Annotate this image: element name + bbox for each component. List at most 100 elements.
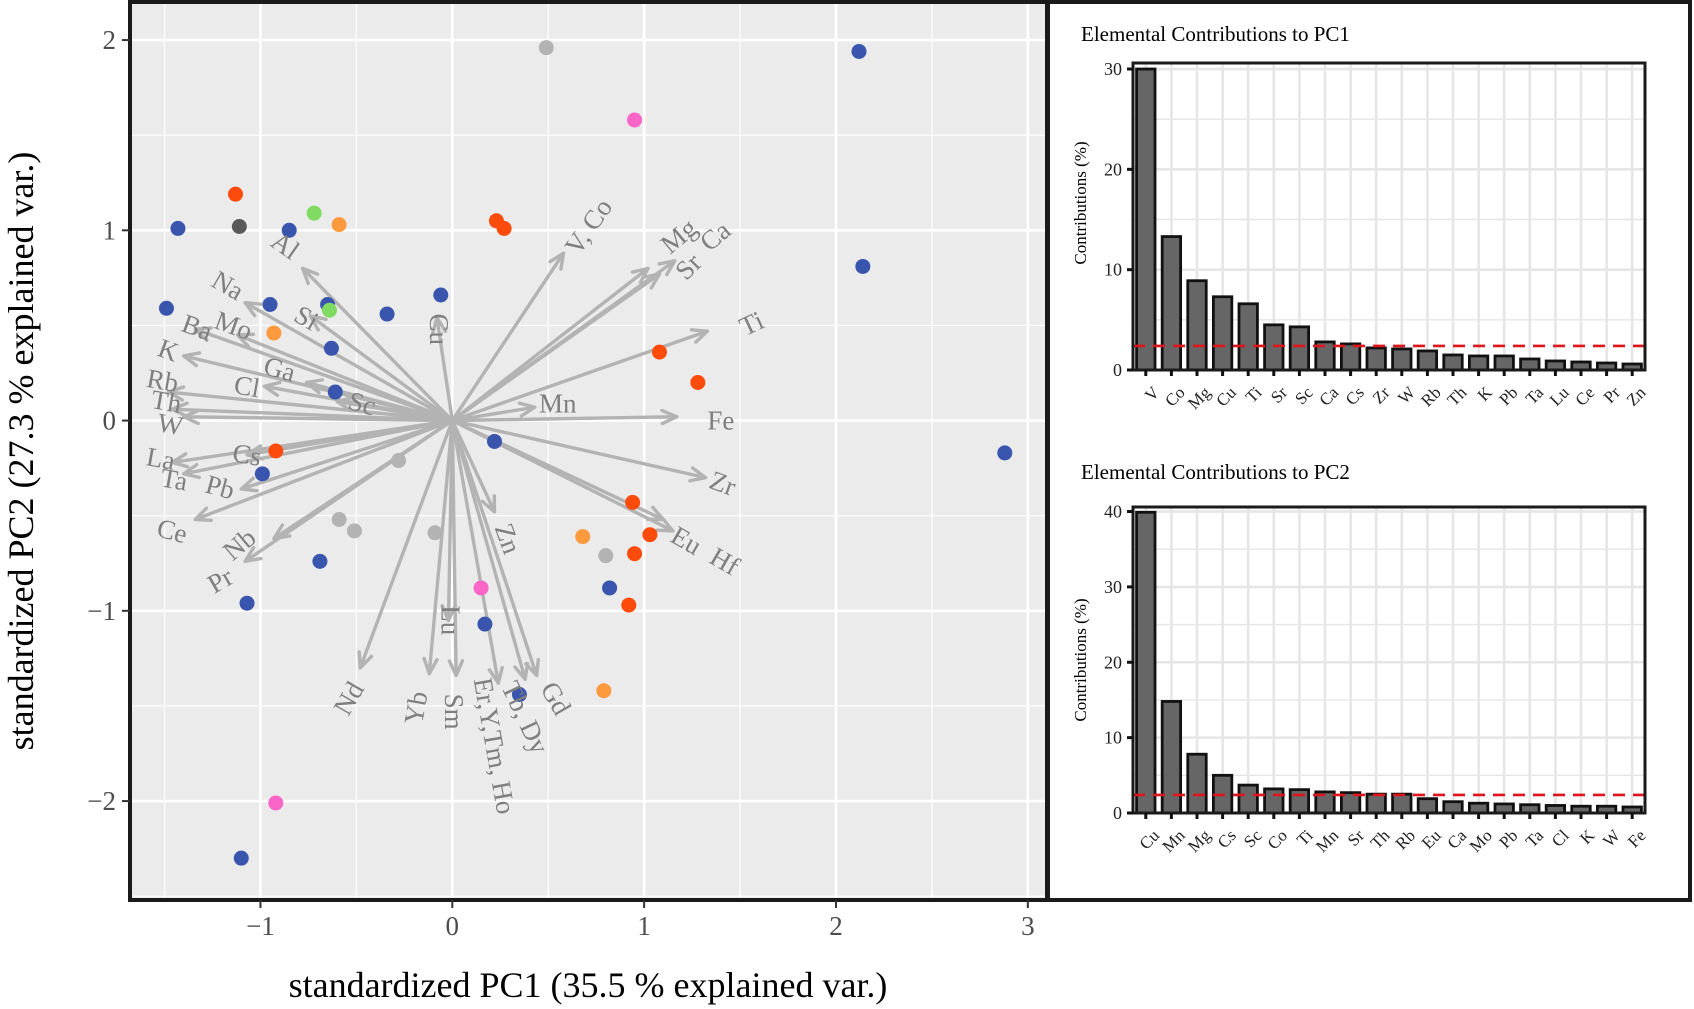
loading-arrow-al [300, 266, 454, 423]
score-point [254, 466, 270, 482]
score-point [331, 511, 347, 527]
y-tick-label: −1 [87, 596, 116, 626]
score-point [602, 580, 618, 596]
bar-ca [1442, 800, 1464, 815]
bar-ta [1519, 357, 1541, 372]
bar-rb [1391, 792, 1413, 815]
x-tick-label: 1 [637, 911, 651, 941]
score-point [855, 258, 871, 274]
loading-arrow-ba [193, 326, 454, 423]
score-point [851, 43, 867, 59]
loading-label-sm: Sm [439, 694, 469, 730]
loading-label-fe: Fe [707, 406, 734, 436]
loading-arrow-ce [193, 418, 454, 523]
score-point [486, 433, 502, 449]
score-point [312, 553, 328, 569]
loading-arrow-rb [166, 385, 454, 423]
bar-cu [1211, 295, 1234, 372]
score-point [322, 302, 338, 318]
score-point [642, 527, 658, 543]
score-point [391, 453, 407, 469]
pc1-bars [1135, 67, 1643, 372]
loading-label-ce: Ce [154, 513, 191, 550]
score-point [433, 287, 449, 303]
loading-label-ta: Ta [158, 462, 189, 496]
bar-w [1391, 347, 1413, 372]
score-point [323, 340, 339, 356]
biplot-x-axis-title: standardized PC1 (35.5 % explained var.) [289, 965, 888, 1005]
pc1-chart-title: Elemental Contributions to PC1 [1081, 22, 1350, 46]
score-point [281, 222, 297, 238]
score-point [997, 445, 1013, 461]
pc1-panel-border [1131, 61, 1647, 372]
score-point [239, 595, 255, 611]
bar-co [1160, 235, 1183, 372]
bar-y-tick-label: 30 [1104, 577, 1122, 597]
bar-k [1467, 354, 1490, 372]
score-point [596, 683, 612, 699]
pc2-bars [1135, 510, 1643, 815]
x-tick-label: 2 [829, 911, 843, 941]
score-point [268, 795, 284, 811]
score-point [346, 523, 362, 539]
loading-arrow-zr [450, 418, 708, 483]
bar-rb [1416, 349, 1439, 372]
score-point [228, 186, 244, 202]
pc2-y-ticks: 0 10 20 30 40 [1104, 502, 1133, 823]
pc2-contribution-chart: Elemental Contributions to PC2 0 10 20 30 40… [1071, 460, 1650, 856]
loading-arrow-pb [239, 418, 454, 493]
loading-label-yb: Yb [398, 689, 433, 727]
pc1-y-axis-title: Contributions (%) [1071, 141, 1090, 264]
loading-label-cu: Cu [424, 313, 454, 345]
loading-label-la: La [144, 441, 177, 475]
loading-arrow-si [308, 314, 454, 423]
score-point [496, 220, 512, 236]
bar-y-tick-label: 20 [1104, 159, 1122, 179]
y-tick-label: −2 [87, 786, 116, 816]
loading-arrow-pr [243, 418, 454, 564]
loading-label-cl: Cl [232, 369, 262, 403]
bar-y-tick-label: 30 [1104, 59, 1122, 79]
score-point [331, 217, 347, 233]
loading-arrow-na [243, 300, 454, 423]
loading-arrow-w [182, 408, 454, 426]
score-point [327, 384, 343, 400]
loading-arrow-gd [450, 418, 541, 678]
score-point [266, 325, 282, 341]
score-point [538, 40, 554, 56]
bar-sr [1263, 323, 1285, 372]
score-point [262, 297, 278, 313]
bar-y-tick-label: 10 [1104, 260, 1122, 280]
bar-cu [1135, 510, 1157, 815]
loading-label-cs: Cs [230, 438, 263, 472]
loading-label-th: Th [149, 384, 184, 419]
loading-arrow-zn [450, 418, 497, 514]
bar-cs [1339, 342, 1362, 372]
loading-arrow-nd [357, 418, 454, 670]
bar-eu [1416, 797, 1439, 815]
pc2-y-axis-title: Contributions (%) [1071, 598, 1090, 721]
score-point [625, 494, 641, 510]
bar-mn [1160, 700, 1183, 815]
bar-mg [1186, 279, 1208, 372]
loading-arrow-mn [450, 401, 537, 423]
bar-y-tick-label: 10 [1104, 728, 1122, 748]
x-tick-label: −1 [246, 911, 275, 941]
score-point [511, 687, 527, 703]
score-point [170, 220, 186, 236]
bar-y-tick-label: 20 [1104, 652, 1122, 672]
y-tick-label: 0 [103, 406, 117, 436]
bar-sc [1237, 783, 1259, 815]
score-point [621, 597, 637, 613]
bar-ti [1237, 302, 1259, 372]
bar-th [1365, 792, 1387, 815]
loading-label-mn: Mn [539, 388, 577, 418]
score-point [233, 850, 249, 866]
score-point [690, 375, 706, 391]
pc1-y-ticks: 0 10 20 30 [1104, 59, 1133, 380]
bar-mg [1186, 752, 1208, 815]
y-tick-label: 1 [103, 215, 117, 245]
loading-arrow-cu [430, 316, 454, 423]
